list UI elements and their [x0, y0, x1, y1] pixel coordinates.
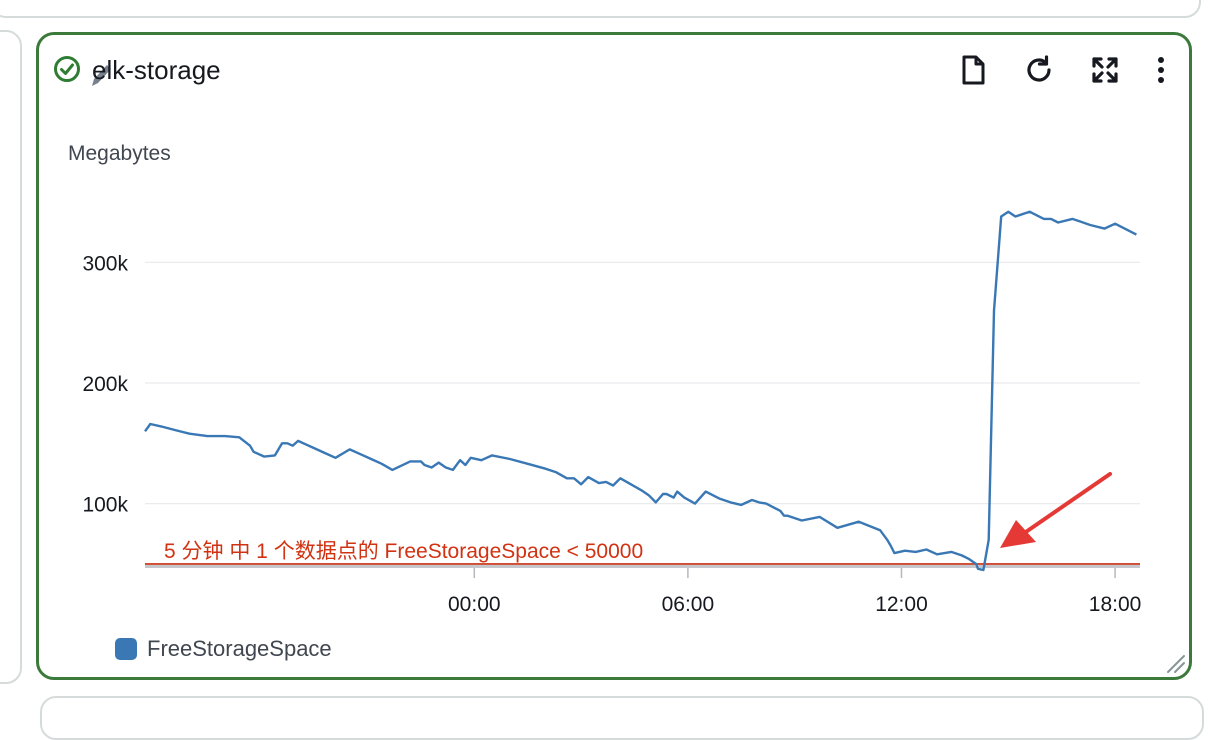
metric-widget [36, 32, 1192, 680]
refresh-icon [1027, 55, 1051, 82]
legend-label: FreeStorageSpace [147, 636, 332, 661]
refresh-button[interactable] [1021, 52, 1057, 88]
adjacent-widget-top [0, 0, 1201, 18]
view-logs-button[interactable] [955, 52, 991, 88]
adjacent-widget-bottom [40, 696, 1204, 740]
fullscreen-button[interactable] [1087, 52, 1123, 88]
adjacent-widget-left [0, 30, 22, 684]
edit-pencil-icon[interactable] [88, 60, 114, 90]
legend-item-freestoragespace[interactable]: FreeStorageSpace [115, 636, 332, 662]
widget-title[interactable]: elk-storage [92, 55, 221, 85]
more-vertical-icon [1158, 57, 1164, 83]
expand-icon [1092, 57, 1118, 83]
more-options-button[interactable] [1143, 52, 1179, 88]
legend-swatch [115, 638, 137, 660]
resize-handle-icon[interactable] [1164, 652, 1186, 674]
document-icon [962, 55, 985, 85]
check-circle-icon [54, 56, 80, 82]
